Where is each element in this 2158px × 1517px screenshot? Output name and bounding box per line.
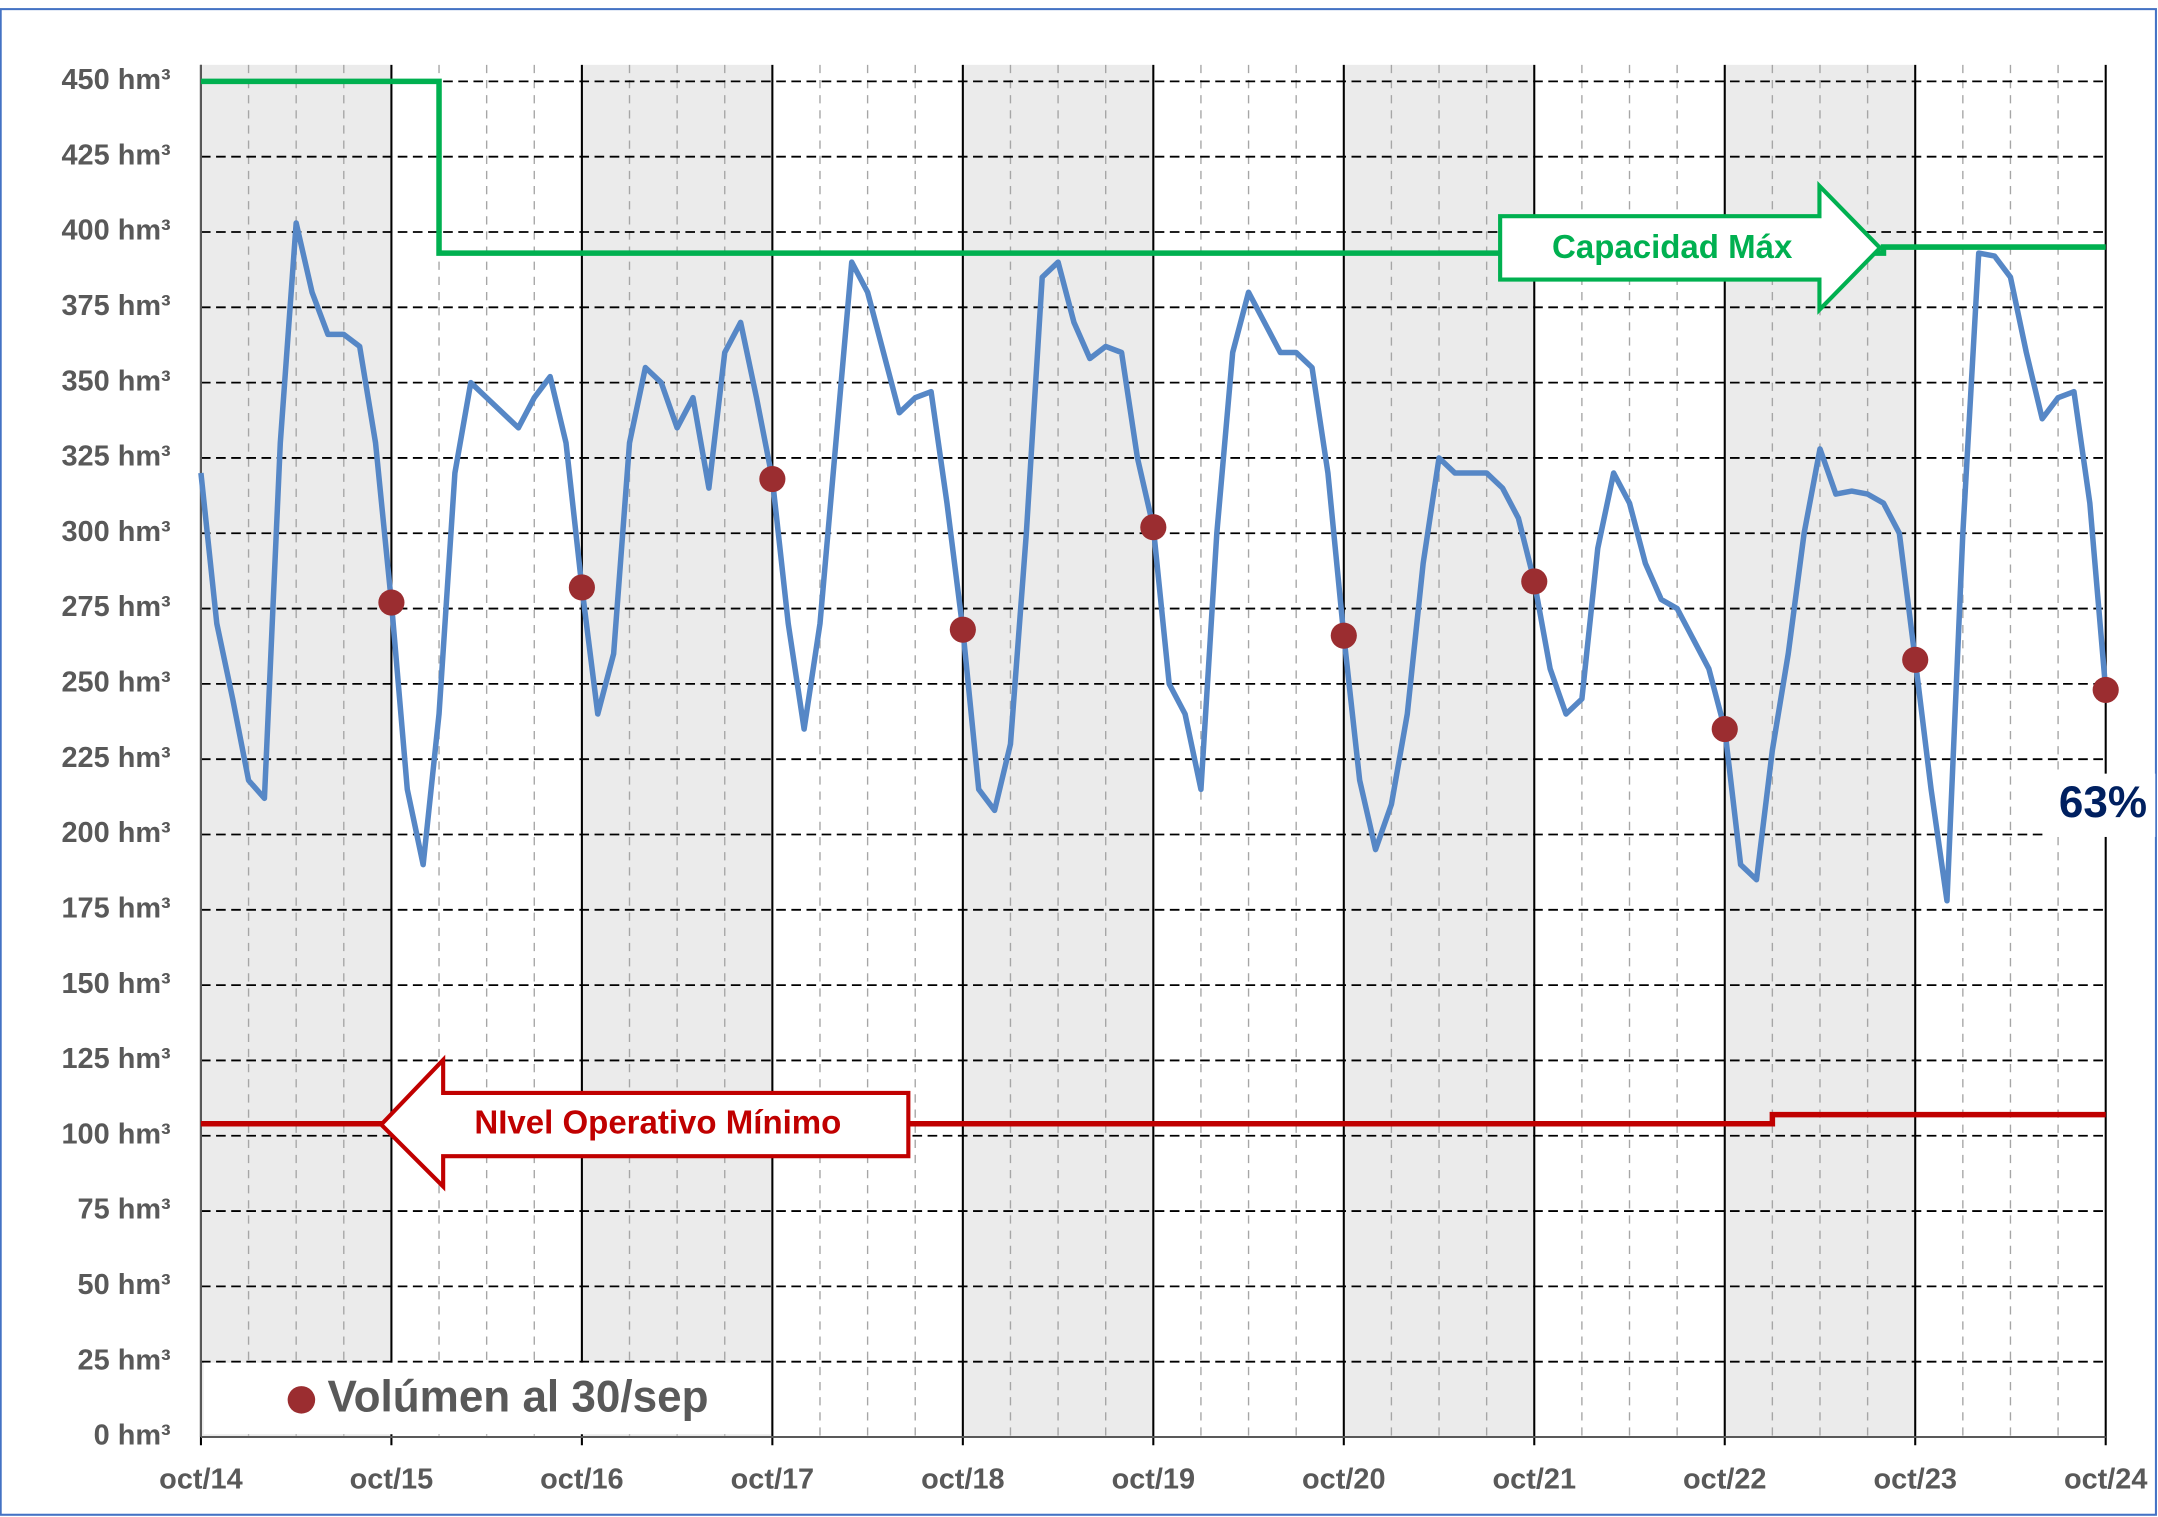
x-tick-label: oct/14 — [159, 1464, 243, 1496]
label-bg — [2045, 773, 2156, 837]
x-tick-label: oct/16 — [540, 1464, 624, 1496]
y-tick-label: 225 hm³ — [61, 742, 170, 774]
y-tick-label: 450 hm³ — [61, 64, 170, 96]
arrow-left — [378, 1054, 911, 1192]
annotation: 63% — [2059, 778, 2147, 827]
annotations: Capacidad Máx NIvel Operativo Mínimo 63% — [378, 180, 2156, 1192]
x-tick-label: oct/22 — [1683, 1464, 1767, 1496]
legend-marker — [287, 1386, 316, 1414]
y-tick-label: 425 hm³ — [61, 139, 170, 171]
y-tick-label: 350 hm³ — [61, 365, 170, 397]
dot — [378, 589, 405, 616]
y-tick-label: 375 hm³ — [61, 290, 170, 322]
dot — [1521, 568, 1548, 595]
dot — [568, 574, 595, 601]
annotation: NIvel Operativo Mínimo — [474, 1103, 841, 1140]
x-tick-label: oct/24 — [2064, 1464, 2148, 1496]
y-tick-label: 325 hm³ — [61, 441, 170, 473]
y-tick-label: 300 hm³ — [61, 516, 170, 548]
y-tick-label: 275 hm³ — [61, 591, 170, 623]
x-tick-label: oct/18 — [921, 1464, 1005, 1496]
x-tick-label: oct/21 — [1493, 1464, 1577, 1496]
dot — [2092, 676, 2119, 703]
legend: Volúmen al 30/sep — [203, 1362, 771, 1435]
x-tick-label: oct/20 — [1302, 1464, 1386, 1496]
arrow-right — [1498, 180, 1883, 315]
dot — [949, 616, 976, 643]
x-tick-label: oct/15 — [350, 1464, 433, 1496]
dot — [1711, 715, 1738, 743]
y-tick-label: 400 hm³ — [61, 215, 170, 247]
y-tick-label: 150 hm³ — [61, 968, 170, 1000]
grid: oct/14 oct/15 oct/16 oct/17 oct/18 oct/19 oct/… — [61, 64, 2147, 1496]
x-tick-label: oct/23 — [1873, 1464, 1957, 1496]
y-tick-label: 0 hm³ — [94, 1420, 171, 1452]
y-tick-label: 250 hm³ — [61, 667, 170, 699]
x-tick-label: oct/17 — [731, 1464, 815, 1496]
y-tick-label: 50 hm³ — [78, 1269, 171, 1301]
y-tick-label: 100 hm³ — [61, 1118, 170, 1150]
dot — [1140, 514, 1167, 541]
y-tick-label: 175 hm³ — [61, 892, 170, 924]
y-tick-label: 75 hm³ — [78, 1194, 171, 1226]
y-tick-label: 125 hm³ — [61, 1043, 170, 1075]
dot — [759, 465, 786, 493]
x-tick-label: oct/19 — [1112, 1464, 1196, 1496]
y-tick-label: 200 hm³ — [61, 817, 170, 849]
y-tick-label: 25 hm³ — [78, 1344, 171, 1376]
dot — [1330, 622, 1357, 649]
dot — [1902, 646, 1929, 673]
legend-label: Volúmen al 30/sep — [328, 1372, 709, 1421]
annotation: Capacidad Máx — [1552, 228, 1793, 265]
